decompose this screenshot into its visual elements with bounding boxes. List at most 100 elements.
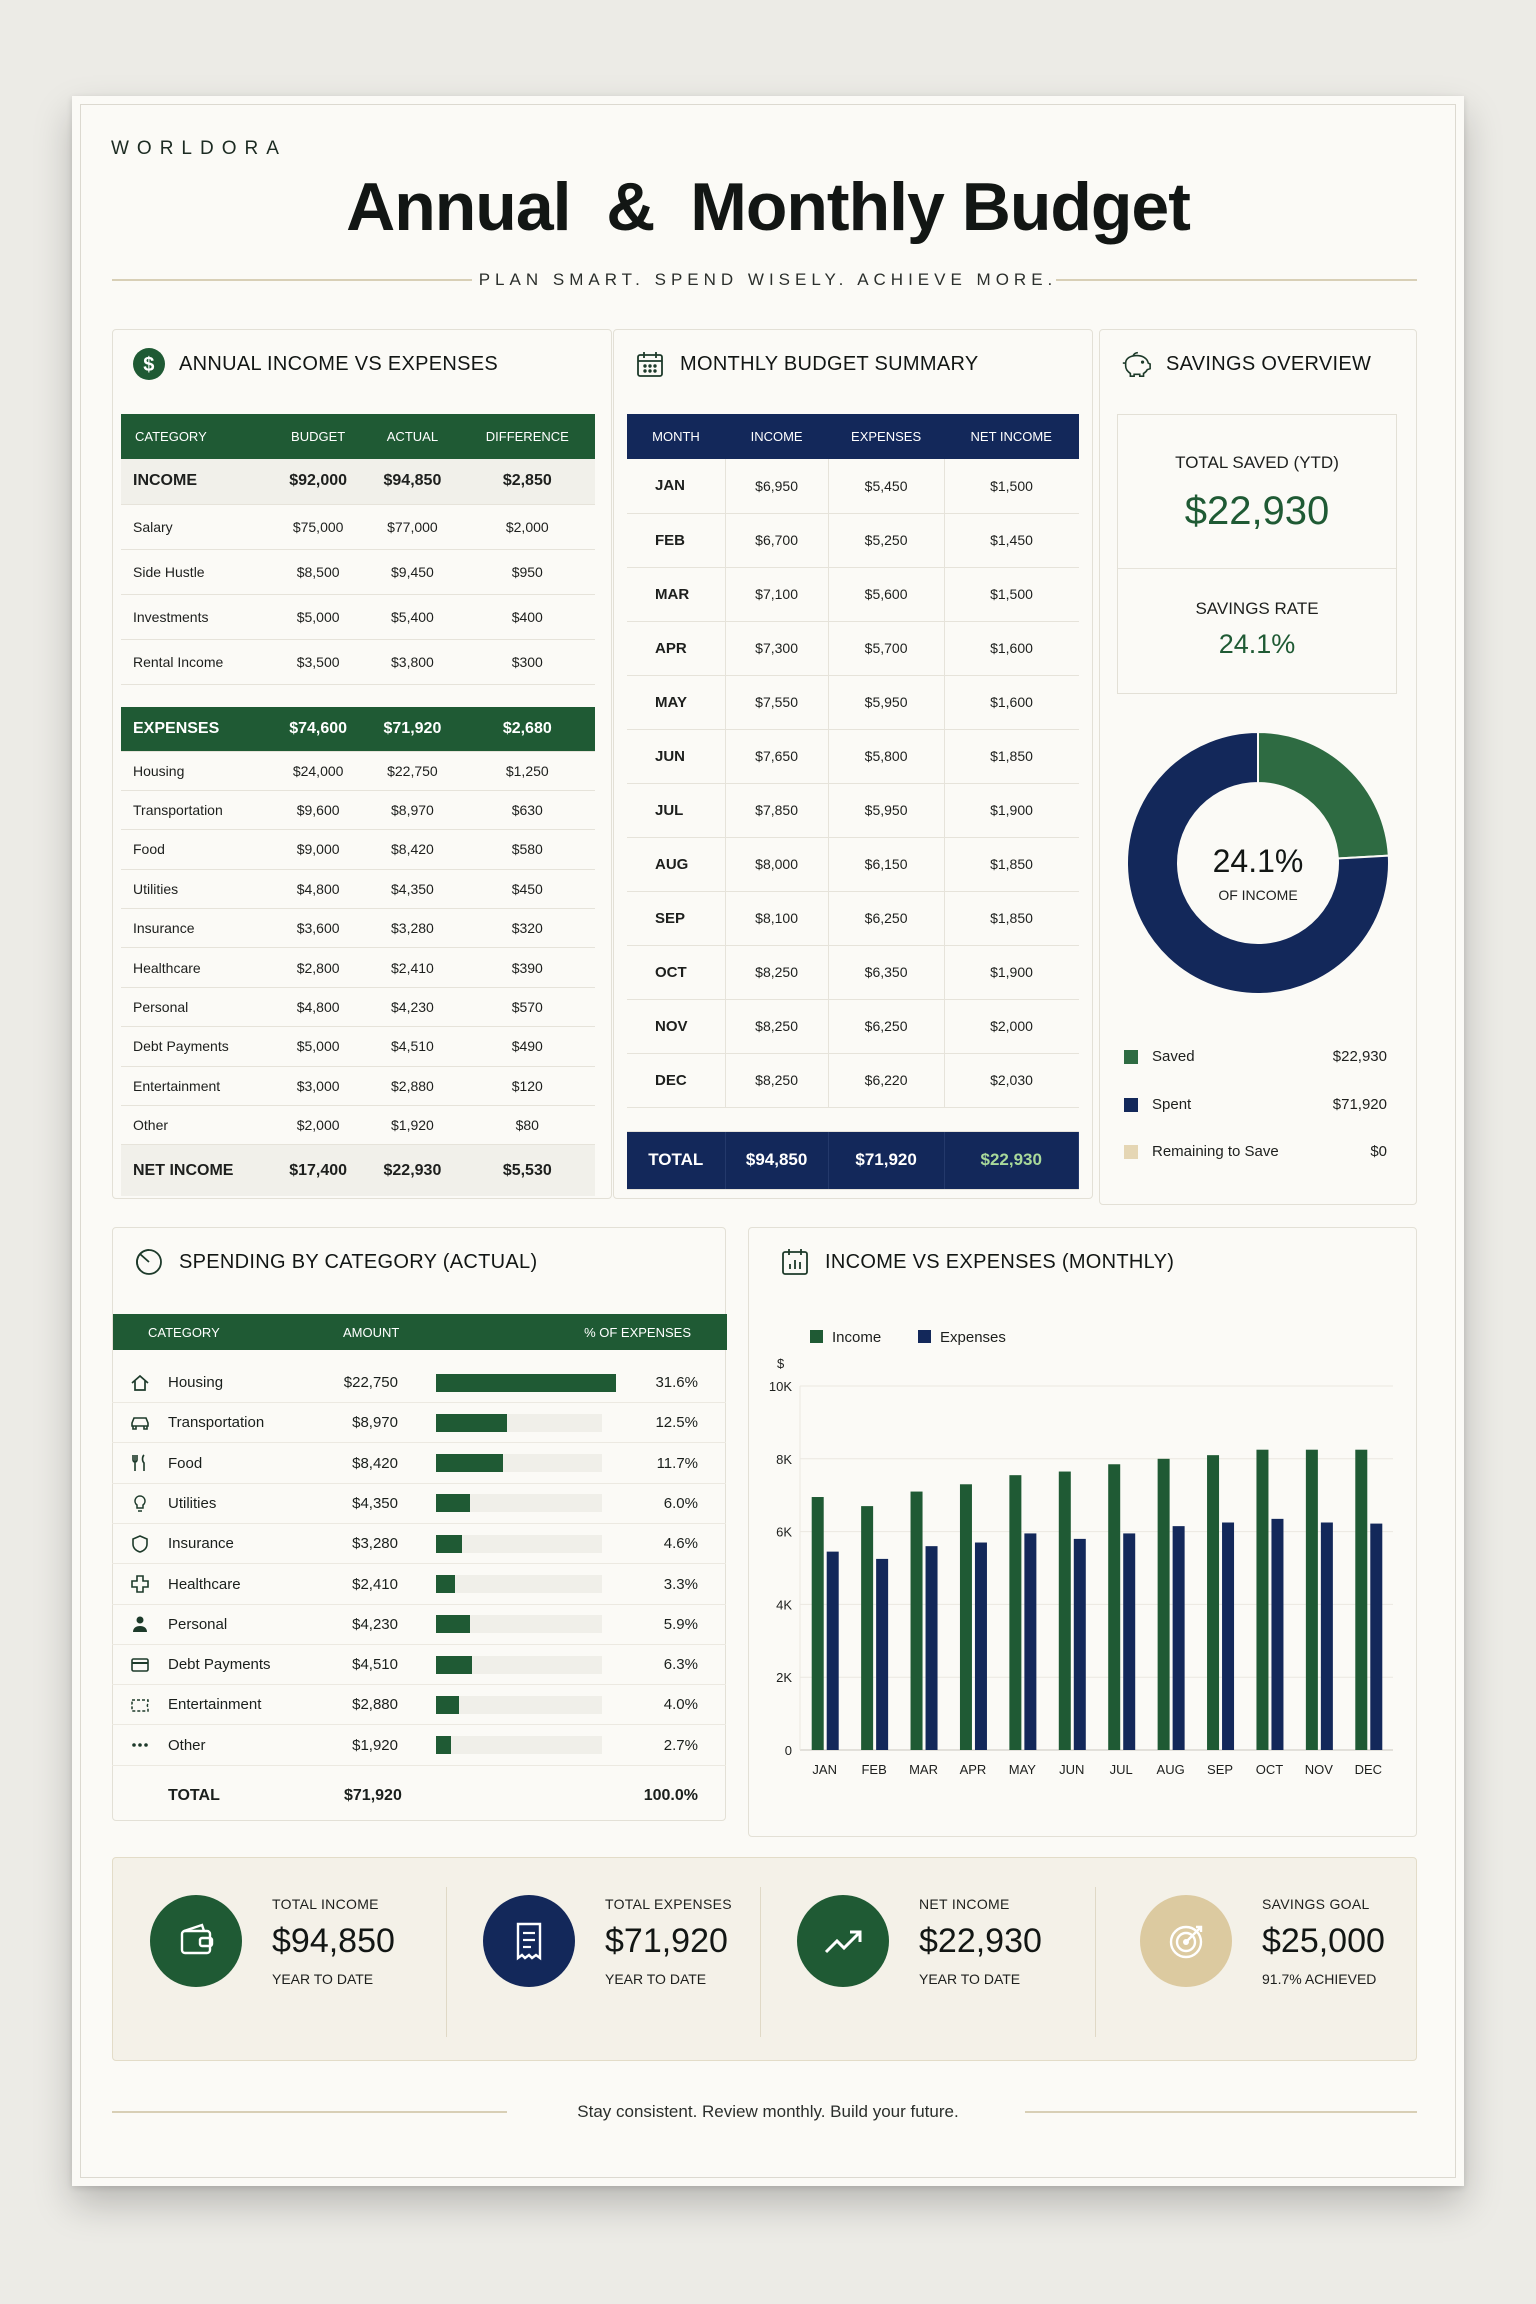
- expense-row-cell: $2,800: [271, 947, 366, 988]
- expenses-bar: [826, 1551, 839, 1750]
- kpi-value: $22,930: [919, 1921, 1042, 1960]
- month-cell: $5,950: [828, 675, 945, 730]
- income-row-cell: $75,000: [271, 504, 366, 550]
- expense-row-cell: Transportation: [121, 790, 271, 831]
- annual-card: $ ANNUAL INCOME VS EXPENSES CATEGORY BUD…: [112, 329, 612, 1199]
- expense-row-cell: $22,750: [365, 751, 460, 791]
- expense-row-cell: $2,880: [365, 1066, 460, 1107]
- income-row-cell: Rental Income: [121, 639, 271, 685]
- expense-row-cell: Other: [121, 1105, 271, 1146]
- income-row-cell: $8,500: [271, 549, 366, 595]
- bar-chart-icon: [779, 1246, 811, 1278]
- month-cell: $1,900: [944, 783, 1079, 838]
- spending-category: Other: [168, 1736, 206, 1754]
- spending-category: Healthcare: [168, 1575, 241, 1593]
- month-cell: JUL: [627, 783, 726, 838]
- legend-label: Spent: [1152, 1096, 1192, 1113]
- income-bar: [811, 1497, 824, 1750]
- total-saved-value: $22,930: [1184, 489, 1330, 533]
- kpi-text: TOTAL EXPENSES $71,920 YEAR TO DATE: [605, 1896, 732, 1987]
- expense-row-cell: $570: [459, 987, 595, 1028]
- spending-row: Insurance $3,280 4.6%: [112, 1524, 726, 1565]
- kpi-text: TOTAL INCOME $94,850 YEAR TO DATE: [272, 1896, 395, 1987]
- lightbulb-icon: [128, 1492, 152, 1514]
- spending-amount: $4,350: [352, 1494, 398, 1512]
- tagline: PLAN SMART. SPEND WISELY. ACHIEVE MORE.: [478, 270, 1058, 289]
- expense-row: Other $2,000 $1,920 $80: [121, 1105, 595, 1146]
- spending-category: Transportation: [168, 1414, 265, 1432]
- income-row-cell: $400: [459, 594, 595, 640]
- kpi-sub: YEAR TO DATE: [272, 1970, 374, 1987]
- person-icon: [128, 1613, 152, 1635]
- pie-chart-icon: [133, 1246, 165, 1278]
- spending-bar-fill: [436, 1454, 503, 1473]
- col-budget: BUDGET: [271, 414, 366, 459]
- dots-icon: [128, 1734, 152, 1756]
- expenses-bar: [974, 1542, 987, 1750]
- legend-value: $71,920: [1332, 1096, 1387, 1113]
- net-income-row-cell: $17,400: [271, 1144, 366, 1196]
- expense-row-cell: $390: [459, 947, 595, 988]
- spending-row: Healthcare $2,410 3.3%: [112, 1565, 726, 1605]
- expense-row-cell: $4,230: [365, 987, 460, 1028]
- savings-legend-item: Remaining to Save $0: [1124, 1143, 1387, 1160]
- shield-icon: [128, 1533, 152, 1555]
- x-tick-label: SEP: [1207, 1762, 1233, 1777]
- month-cell: $6,250: [828, 891, 945, 946]
- spacer-cell: [627, 1107, 1079, 1132]
- expenses-bar: [1172, 1526, 1185, 1750]
- spending-amount: $4,510: [352, 1656, 398, 1674]
- medical-cross-icon: [128, 1573, 152, 1595]
- month-cell: $1,600: [944, 675, 1079, 730]
- spending-bar-track: [436, 1736, 602, 1755]
- kpi-label: SAVINGS GOAL: [1262, 1895, 1370, 1912]
- chart-heading-text: INCOME VS EXPENSES (MONTHLY): [825, 1250, 1175, 1273]
- income-bar: [1009, 1475, 1022, 1750]
- spending-amount: $4,230: [352, 1615, 398, 1633]
- expense-row-cell: $2,000: [271, 1105, 366, 1146]
- monthly-header-row: MONTH INCOME EXPENSES NET INCOME: [627, 414, 1079, 459]
- expense-row-cell: $5,000: [271, 1026, 366, 1067]
- legend-swatch: [1124, 1097, 1138, 1112]
- x-tick-label: JUN: [1059, 1762, 1084, 1777]
- spending-row: Other $1,920 2.7%: [112, 1726, 726, 1766]
- spending-total-row: TOTAL $71,920 100.0%: [112, 1775, 726, 1815]
- monthly-total-cell: $94,850: [725, 1131, 829, 1190]
- spending-pct: 4.6%: [663, 1535, 698, 1553]
- income-row: Rental Income $3,500 $3,800 $300: [121, 639, 595, 685]
- month-row: AUG $8,000 $6,150 $1,850: [627, 837, 1079, 892]
- month-cell: $6,700: [725, 513, 829, 568]
- month-row: NOV $8,250 $6,250 $2,000: [627, 999, 1079, 1054]
- expenses-bar: [876, 1558, 889, 1750]
- monthly-total-cell: $22,930: [944, 1131, 1079, 1190]
- expense-row-cell: $3,280: [365, 908, 460, 949]
- car-icon: [128, 1412, 152, 1434]
- income-row-cell: $950: [459, 549, 595, 595]
- month-cell: SEP: [627, 891, 726, 946]
- calendar-icon: [634, 348, 666, 380]
- month-cell: FEB: [627, 513, 726, 568]
- month-cell: $8,250: [725, 945, 829, 1000]
- footer-rule-left: [112, 2111, 507, 2113]
- legend-swatch: [1124, 1144, 1138, 1159]
- annual-header-row: CATEGORY BUDGET ACTUAL DIFFERENCE: [121, 414, 595, 459]
- y-tick-label: 6K: [776, 1525, 792, 1540]
- chart-legend-swatch: [918, 1330, 931, 1343]
- expense-row: Food $9,000 $8,420 $580: [121, 829, 595, 870]
- spending-category: Utilities: [168, 1494, 217, 1512]
- expense-row-cell: Housing: [121, 751, 271, 791]
- spending-bar-fill: [436, 1615, 470, 1634]
- spending-bar-track: [436, 1494, 602, 1513]
- credit-card-icon: [128, 1654, 152, 1676]
- spending-heading: SPENDING BY CATEGORY (ACTUAL): [133, 1246, 537, 1278]
- legend-swatch: [1124, 1049, 1138, 1064]
- spending-amount: $1,920: [352, 1736, 398, 1754]
- expense-row-cell: $80: [459, 1105, 595, 1146]
- month-row: APR $7,300 $5,700 $1,600: [627, 621, 1079, 676]
- spending-pct: 11.7%: [656, 1454, 698, 1472]
- month-cell: AUG: [627, 837, 726, 892]
- month-row: MAY $7,550 $5,950 $1,600: [627, 675, 1079, 730]
- kpi-value: $94,850: [272, 1921, 395, 1960]
- expenses-total-row-cell: $71,920: [365, 707, 460, 752]
- monthly-heading: MONTHLY BUDGET SUMMARY: [634, 348, 979, 380]
